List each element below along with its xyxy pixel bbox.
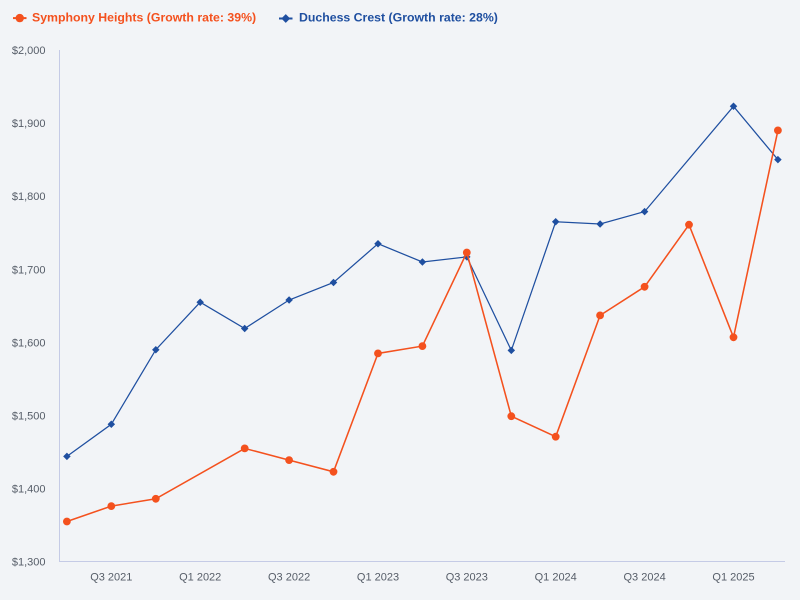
svg-text:$1,300: $1,300 bbox=[12, 557, 46, 569]
svg-text:$1,800: $1,800 bbox=[12, 191, 46, 203]
svg-text:Q3 2021: Q3 2021 bbox=[90, 572, 132, 584]
svg-text:$1,900: $1,900 bbox=[12, 118, 46, 130]
svg-text:$1,400: $1,400 bbox=[12, 484, 46, 496]
svg-text:$1,600: $1,600 bbox=[12, 337, 46, 349]
svg-text:Q1 2025: Q1 2025 bbox=[712, 572, 754, 584]
svg-text:Symphony Heights (Growth rate:: Symphony Heights (Growth rate: 39%) bbox=[32, 10, 256, 24]
svg-text:Duchess Crest (Growth rate: 28: Duchess Crest (Growth rate: 28%) bbox=[299, 10, 498, 24]
svg-text:$2,000: $2,000 bbox=[12, 45, 46, 57]
svg-text:Q1 2022: Q1 2022 bbox=[179, 572, 221, 584]
svg-text:Q1 2023: Q1 2023 bbox=[357, 572, 399, 584]
svg-text:Q3 2024: Q3 2024 bbox=[623, 572, 665, 584]
svg-text:Q3 2023: Q3 2023 bbox=[446, 572, 488, 584]
svg-text:Q3 2022: Q3 2022 bbox=[268, 572, 310, 584]
svg-text:Q1 2024: Q1 2024 bbox=[535, 572, 577, 584]
svg-text:$1,500: $1,500 bbox=[12, 411, 46, 423]
svg-text:$1,700: $1,700 bbox=[12, 264, 46, 276]
